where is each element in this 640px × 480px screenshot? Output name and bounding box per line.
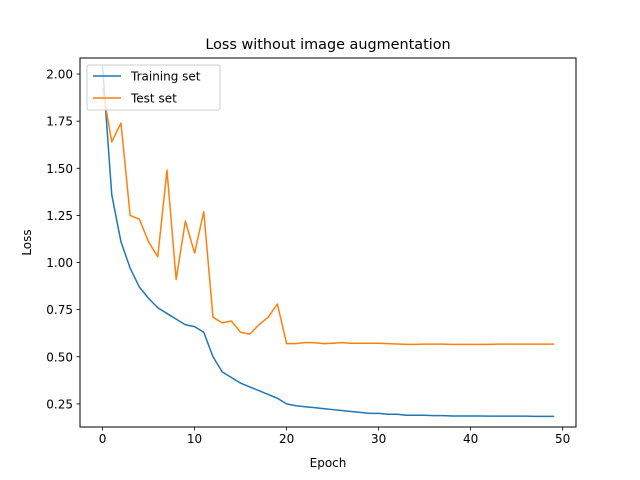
chart-title: Loss without image augmentation: [205, 37, 450, 53]
y-tick-label: 1.25: [46, 209, 73, 223]
y-tick-label: 1.00: [46, 256, 73, 270]
legend-label-0: Training set: [130, 70, 201, 84]
x-axis-ticks: 0 10 20 30 40 50: [99, 427, 570, 446]
x-tick-label: 50: [555, 432, 570, 446]
legend: Training set Test set: [86, 64, 221, 111]
series-line-1: [101, 88, 555, 346]
x-tick-label: 10: [187, 432, 202, 446]
plot-frame: [79, 57, 577, 428]
y-tick-label: 2.00: [46, 68, 73, 82]
x-tick-label: 20: [279, 432, 294, 446]
legend-label-1: Test set: [130, 92, 177, 106]
x-tick-label: 30: [371, 432, 386, 446]
y-tick-label: 0.25: [46, 397, 73, 411]
series-line-0: [101, 65, 555, 418]
plot-lines: [101, 65, 555, 418]
y-tick-label: 1.50: [46, 162, 73, 176]
y-axis-ticks: 0.25 0.50 0.75 1.00 1.25 1.50 1.75 2.00: [46, 68, 80, 411]
y-tick-label: 1.75: [46, 115, 73, 129]
x-axis-label: Epoch: [310, 456, 347, 470]
y-tick-label: 0.75: [46, 303, 73, 317]
y-axis-label: Loss: [20, 229, 34, 255]
x-tick-label: 0: [99, 432, 107, 446]
y-tick-label: 0.50: [46, 350, 73, 364]
x-tick-label: 40: [463, 432, 478, 446]
